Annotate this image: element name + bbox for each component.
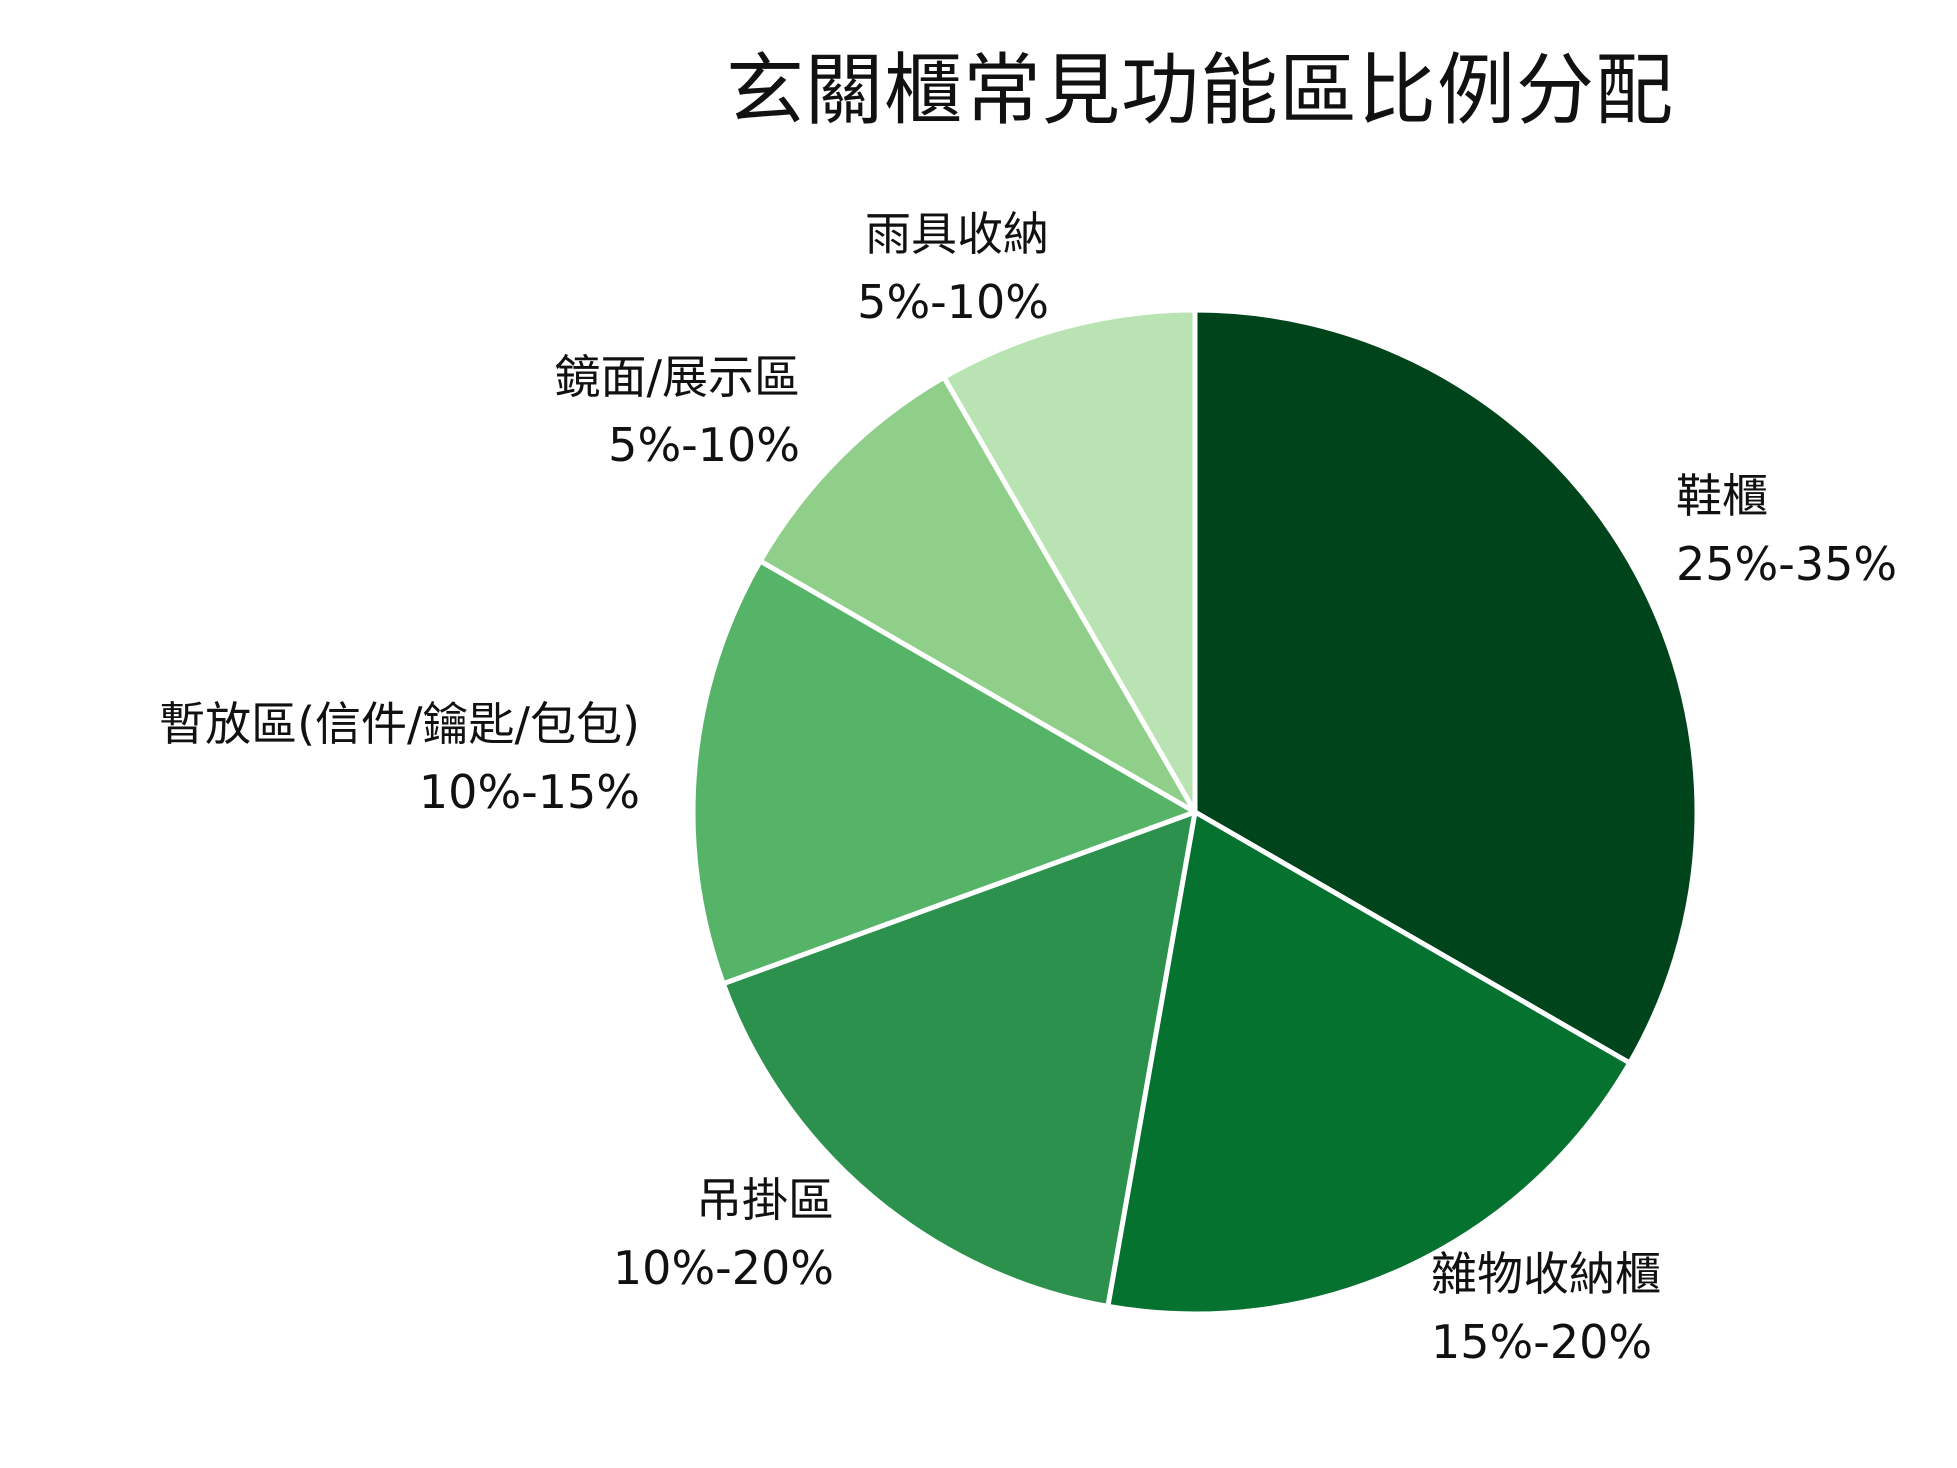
- slice-range-label: 10%-15%: [419, 765, 640, 819]
- slice-range-label: 5%-10%: [608, 418, 800, 472]
- pie-slice: [1105, 809, 1633, 1317]
- slice-range-label: 10%-20%: [613, 1241, 834, 1295]
- slice-label: 鞋櫃 25%-35%: [1676, 469, 1897, 591]
- pie-slice: [690, 558, 1198, 987]
- slice-label: 吊掛區 10%-20%: [613, 1173, 834, 1295]
- slice-label: 雜物收納櫃 15%-20%: [1431, 1247, 1661, 1369]
- pie-slice: [720, 809, 1198, 1309]
- slice-label: 雨具收納 5%-10%: [857, 207, 1049, 329]
- slice-name-label: 吊掛區: [696, 1173, 834, 1227]
- slice-range-label: 5%-10%: [857, 275, 1049, 329]
- slice-name-label: 暫放區(信件/鑰匙/包包): [159, 697, 640, 751]
- pie-slice: [757, 374, 1198, 815]
- slice-label: 暫放區(信件/鑰匙/包包) 10%-15%: [159, 697, 640, 819]
- slice-range-label: 15%-20%: [1431, 1315, 1652, 1369]
- pie-slice: [1192, 307, 1700, 1066]
- slice-name-label: 鞋櫃: [1676, 469, 1768, 523]
- chart-title: 玄關櫃常見功能區比例分配: [725, 46, 1674, 136]
- slice-name-label: 雜物收納櫃: [1431, 1247, 1661, 1301]
- slice-range-label: 25%-35%: [1676, 537, 1897, 591]
- slice-label: 鏡面/展示區 5%-10%: [555, 350, 801, 472]
- pie-slice: [941, 307, 1198, 815]
- slice-name-label: 雨具收納: [865, 207, 1049, 261]
- slice-name-label: 鏡面/展示區: [555, 350, 801, 404]
